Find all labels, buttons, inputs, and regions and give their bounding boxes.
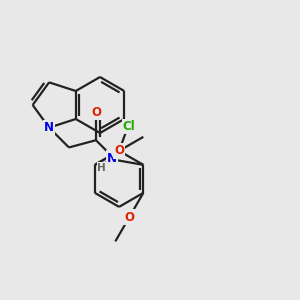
Text: H: H (98, 163, 106, 173)
Text: Cl: Cl (123, 120, 136, 133)
Text: O: O (114, 144, 124, 158)
Text: N: N (44, 121, 54, 134)
Text: O: O (124, 211, 134, 224)
Text: O: O (91, 106, 101, 119)
Text: N: N (107, 152, 117, 164)
